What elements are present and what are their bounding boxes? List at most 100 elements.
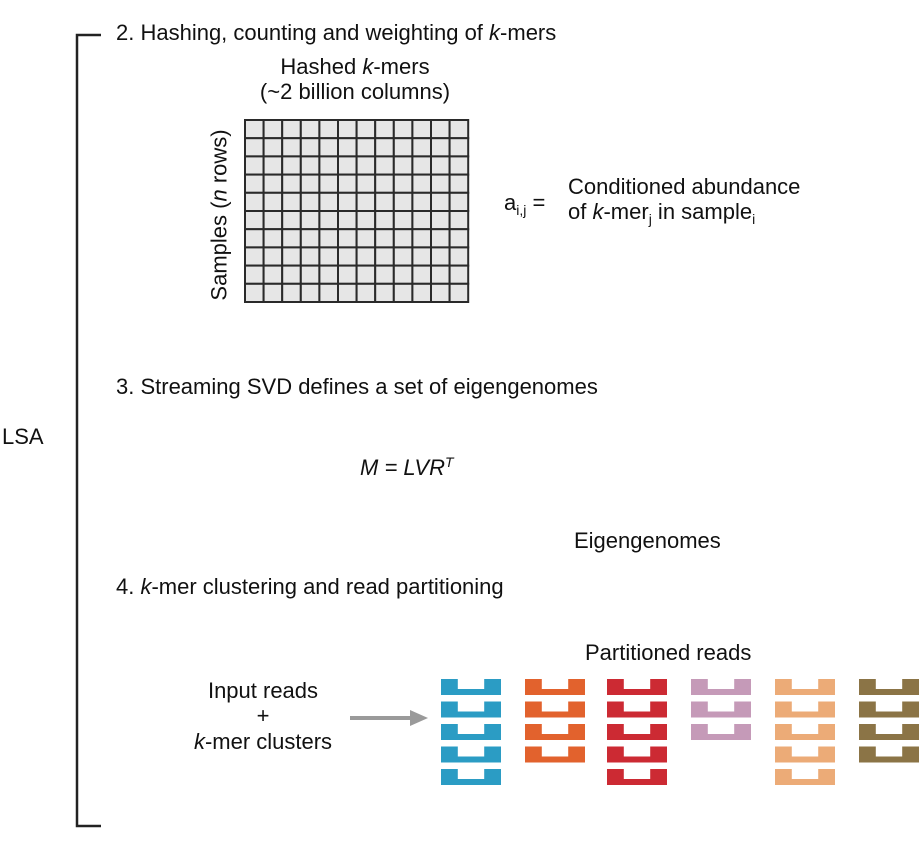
read-glyph [859,746,919,763]
matrix-cell [262,119,284,140]
matrix-cell [355,246,377,267]
read-glyph [691,724,751,740]
matrix-cell [299,173,321,194]
matrix-cell [374,137,395,158]
matrix-cell [281,246,302,267]
matrix-cell [411,246,432,267]
matrix-cell [355,155,377,176]
matrix-cell [448,191,470,213]
matrix-cell [355,264,377,285]
matrix-cell [281,173,302,194]
matrix-cell [299,155,321,176]
matrix-cell [299,210,321,231]
read-glyph [775,769,835,785]
read-glyph [441,746,501,763]
matrix-cell [244,210,265,231]
read-glyph [607,746,667,763]
flow-arrow [350,710,428,726]
matrix-cell [281,119,302,140]
matrix-cell [430,119,451,140]
matrix-rows-label: Samples (n rows) [206,129,232,301]
matrix-cell [355,228,377,249]
partition-column [859,679,919,763]
matrix-cell [448,246,470,267]
matrix-cell [374,119,395,140]
matrix-cell [244,119,265,140]
matrix-cell [448,137,470,158]
matrix-cell [430,173,451,194]
matrix-cell [262,191,284,213]
matrix-cell [448,228,470,249]
matrix-cell [262,228,284,249]
read-glyph [525,724,585,740]
matrix-cell [411,173,432,194]
matrix-cell [337,228,358,249]
step4-title: 4. k-mer clustering and read partitionin… [116,574,504,599]
matrix-cell [244,155,265,176]
matrix-cell [392,173,414,194]
matrix-cell [299,137,321,158]
aij-symbol: ai,j = [504,190,546,218]
matrix-cell [318,137,339,158]
matrix-cell [299,119,321,140]
matrix-cell [281,191,302,213]
matrix-cell [299,282,321,303]
read-glyph [607,769,667,785]
matrix-cell [318,246,339,267]
lsa-label: LSA [2,424,44,449]
matrix-cell [448,119,470,140]
matrix-cell [430,210,451,231]
matrix-cell [244,282,265,303]
read-glyph [691,701,751,718]
matrix-cell [281,264,302,285]
matrix-cell [244,246,265,267]
read-glyph [859,701,919,718]
matrix-cell [392,119,414,140]
input-reads-label: Input reads + k-mer clusters [193,678,333,754]
matrix-cell [411,282,432,303]
matrix-cell [355,119,377,140]
matrix-cell [374,228,395,249]
matrix-cell [318,210,339,231]
matrix-cell [430,155,451,176]
matrix-cell [374,282,395,303]
partitioned-reads [441,679,919,785]
read-glyph [775,724,835,740]
matrix-cell [281,210,302,231]
matrix-cell [430,191,451,213]
step2-title: 2. Hashing, counting and weighting of k-… [116,20,557,45]
partition-column [775,679,835,785]
matrix-cell [411,137,432,158]
matrix-cell [262,282,284,303]
matrix-cell [392,210,414,231]
matrix-cell [392,191,414,213]
matrix-cell [355,137,377,158]
matrix-cell [299,264,321,285]
matrix-cell [244,264,265,285]
matrix-cell [411,264,432,285]
kmer-matrix [244,119,470,303]
matrix-cell [411,210,432,231]
matrix-cell [448,173,470,194]
matrix-cell [337,155,358,176]
matrix-cell [337,264,358,285]
matrix-cell [355,191,377,213]
matrix-cell [318,282,339,303]
lsa-bracket [75,33,101,828]
matrix-cell [430,137,451,158]
matrix-cell [448,210,470,231]
matrix-cell [448,264,470,285]
matrix-cell [374,191,395,213]
read-glyph [441,679,501,695]
matrix-cell [448,282,470,303]
matrix-cell [411,191,432,213]
matrix-cell [337,246,358,267]
matrix-cell [337,137,358,158]
step3-title: 3. Streaming SVD defines a set of eigeng… [116,374,598,399]
eigengenomes-label: Eigengenomes [574,528,721,553]
matrix-cell [337,173,358,194]
svd-formula: M = LVRT [360,454,454,480]
matrix-cell [392,264,414,285]
matrix-cell [430,228,451,249]
read-glyph [775,746,835,763]
